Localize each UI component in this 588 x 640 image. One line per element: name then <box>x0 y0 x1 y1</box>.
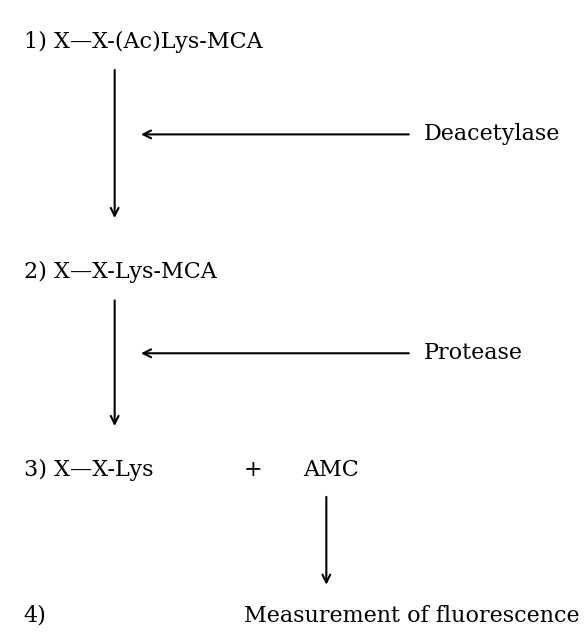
Text: 1) X—X-(Ac)Lys-MCA: 1) X—X-(Ac)Lys-MCA <box>24 31 262 52</box>
Text: 4): 4) <box>24 605 46 627</box>
Text: 2) X—X-Lys-MCA: 2) X—X-Lys-MCA <box>24 261 216 283</box>
Text: AMC: AMC <box>303 460 359 481</box>
Text: Protease: Protease <box>423 342 522 364</box>
Text: +: + <box>244 460 263 481</box>
Text: Measurement of fluorescence: Measurement of fluorescence <box>244 605 580 627</box>
Text: Deacetylase: Deacetylase <box>423 124 560 145</box>
Text: 3) X—X-Lys: 3) X—X-Lys <box>24 460 153 481</box>
